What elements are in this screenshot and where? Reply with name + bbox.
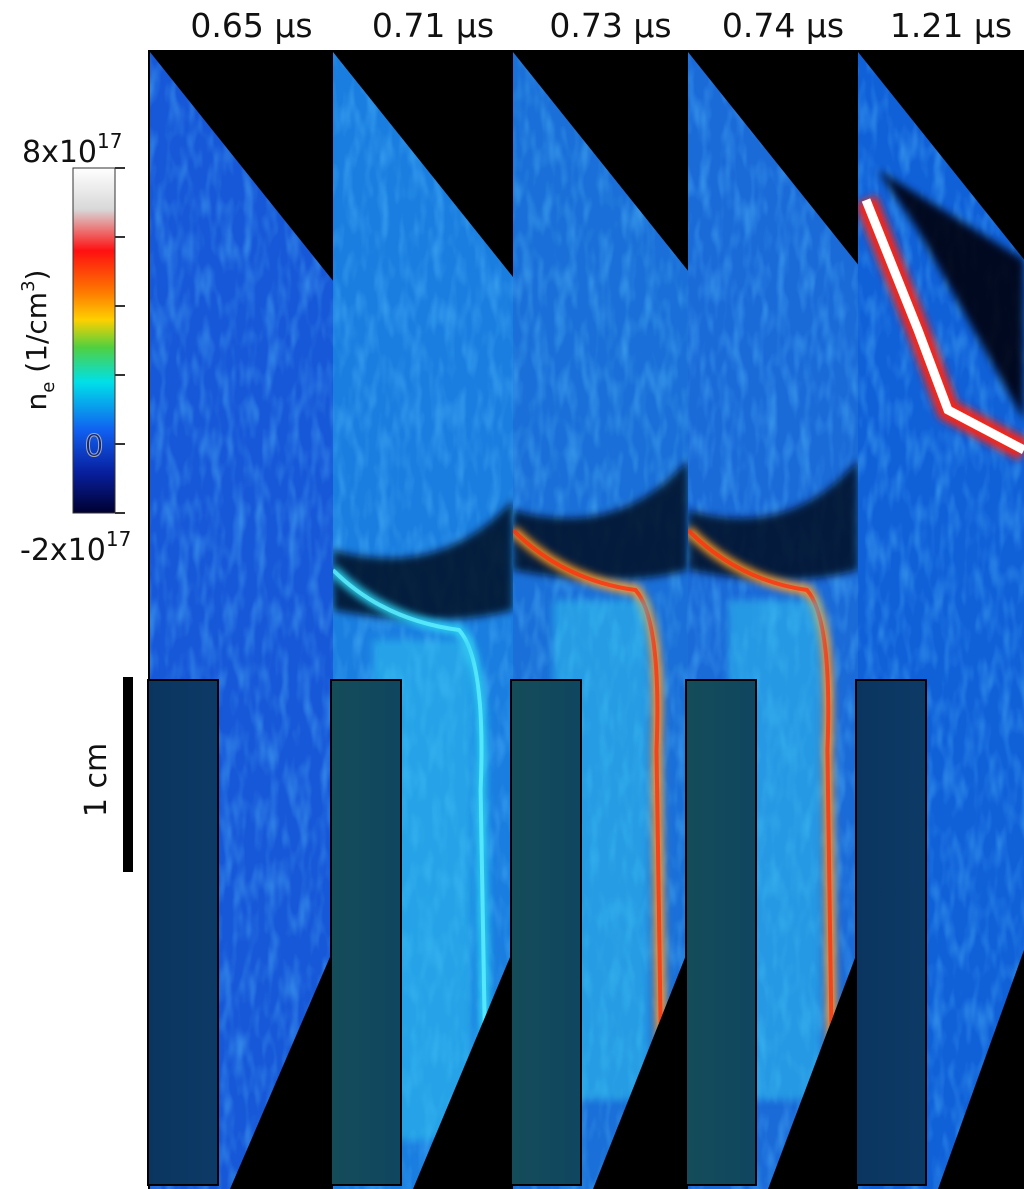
cylinder bbox=[511, 680, 581, 1185]
panel-time: 0.73 µs bbox=[549, 6, 671, 45]
panel-time: 0.71 µs bbox=[372, 6, 494, 45]
colorbar-axis-label: ne (1/cm3) bbox=[18, 270, 59, 411]
scale-bar-label: 1 cm bbox=[79, 743, 114, 817]
panel-time: 0.65 µs bbox=[190, 6, 312, 45]
colorbar-min-label: -2x1017 bbox=[20, 527, 131, 568]
panel-time: 1.21 µs bbox=[890, 6, 1012, 45]
cylinder bbox=[331, 680, 401, 1185]
figure: 0.65 µs 0.71 µs 0.73 µs 0.74 µs 1.21 µs 8x10… bbox=[0, 0, 1024, 1189]
colorbar-ticks bbox=[115, 168, 125, 513]
cylinder bbox=[686, 680, 756, 1185]
colorbar-zero-label: 0 bbox=[84, 429, 103, 464]
panel-time: 0.74 µs bbox=[722, 6, 844, 45]
cylinder bbox=[148, 680, 218, 1185]
cylinder bbox=[856, 680, 926, 1185]
colorbar-max-label: 8x1017 bbox=[22, 129, 122, 170]
scale-bar bbox=[123, 677, 133, 872]
